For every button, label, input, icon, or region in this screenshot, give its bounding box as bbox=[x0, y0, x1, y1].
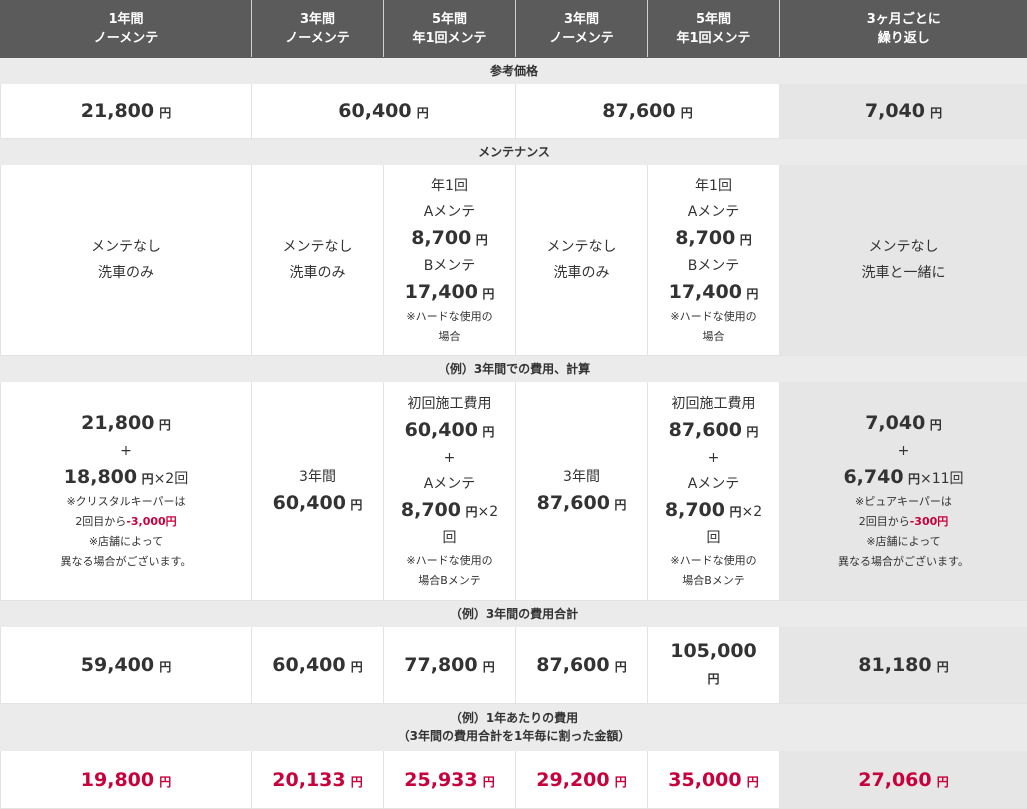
per-year-cell: 29,200 円 bbox=[516, 751, 648, 809]
maint-cell: メンテなし洗車のみ bbox=[516, 165, 648, 356]
col-header-3y-nomainte-b: 3年間ノーメンテ bbox=[516, 1, 648, 58]
total-cell: 59,400 円 bbox=[1, 627, 252, 704]
maint-cell: 年1回 Aメンテ 8,700 円 Bメンテ 17,400 円 ※ハードな使用の … bbox=[648, 165, 780, 356]
section-total: （例）3年間の費用合計 bbox=[1, 601, 1027, 627]
section-maintenance: メンテナンス bbox=[1, 139, 1027, 165]
col-header-quarterly: 3ヶ月ごとに繰り返し bbox=[780, 1, 1027, 58]
price-cell: 60,400 円 bbox=[252, 84, 516, 139]
price-row: 21,800 円 60,400 円 87,600 円 7,040 円 bbox=[1, 84, 1027, 139]
price-cell: 7,040 円 bbox=[780, 84, 1027, 139]
per-year-cell: 27,060 円 bbox=[780, 751, 1027, 809]
price-cell: 21,800 円 bbox=[1, 84, 252, 139]
per-year-cell: 25,933 円 bbox=[384, 751, 516, 809]
calc-cell: 7,040 円 + 6,740 円×11回 ※ピュアキーパーは 2回目から-30… bbox=[780, 382, 1027, 601]
per-year-row: 19,800 円 20,133 円 25,933 円 29,200 円 35,0… bbox=[1, 751, 1027, 809]
calc-cell: 初回施工費用 87,600 円 + Aメンテ 8,700 円×2 回 ※ハードな… bbox=[648, 382, 780, 601]
calc-cell: 3年間 87,600 円 bbox=[516, 382, 648, 601]
total-row: 59,400 円 60,400 円 77,800 円 87,600 円 105,… bbox=[1, 627, 1027, 704]
maintenance-row: メンテなし洗車のみ メンテなし洗車のみ 年1回 Aメンテ 8,700 円 Bメン… bbox=[1, 165, 1027, 356]
total-cell: 60,400 円 bbox=[252, 627, 384, 704]
col-header-3y-nomainte: 3年間ノーメンテ bbox=[252, 1, 384, 58]
per-year-cell: 19,800 円 bbox=[1, 751, 252, 809]
total-cell: 77,800 円 bbox=[384, 627, 516, 704]
maint-cell: メンテなし洗車のみ bbox=[1, 165, 252, 356]
col-header-5y-yearly: 5年間年1回メンテ bbox=[384, 1, 516, 58]
section-calc: （例）3年間での費用、計算 bbox=[1, 356, 1027, 382]
total-cell: 81,180 円 bbox=[780, 627, 1027, 704]
section-reference-price: 参考価格 bbox=[1, 58, 1027, 84]
header-row: 1年間ノーメンテ 3年間ノーメンテ 5年間年1回メンテ 3年間ノーメンテ 5年間… bbox=[1, 1, 1027, 58]
calc-cell: 3年間 60,400 円 bbox=[252, 382, 384, 601]
maint-cell: 年1回 Aメンテ 8,700 円 Bメンテ 17,400 円 ※ハードな使用の … bbox=[384, 165, 516, 356]
per-year-cell: 20,133 円 bbox=[252, 751, 384, 809]
col-header-5y-yearly-b: 5年間年1回メンテ bbox=[648, 1, 780, 58]
col-header-1y-nomainte: 1年間ノーメンテ bbox=[1, 1, 252, 58]
maint-cell: メンテなし洗車と一緒に bbox=[780, 165, 1027, 356]
calc-cell: 21,800 円 + 18,800 円×2回 ※クリスタルキーパーは 2回目から… bbox=[1, 382, 252, 601]
section-per-year: （例）1年あたりの費用（3年間の費用合計を1年毎に割った金額） bbox=[1, 704, 1027, 751]
maint-cell: メンテなし洗車のみ bbox=[252, 165, 384, 356]
calc-cell: 初回施工費用 60,400 円 + Aメンテ 8,700 円×2 回 ※ハードな… bbox=[384, 382, 516, 601]
per-year-cell: 35,000 円 bbox=[648, 751, 780, 809]
calc-row: 21,800 円 + 18,800 円×2回 ※クリスタルキーパーは 2回目から… bbox=[1, 382, 1027, 601]
price-cell: 87,600 円 bbox=[516, 84, 780, 139]
total-cell: 87,600 円 bbox=[516, 627, 648, 704]
